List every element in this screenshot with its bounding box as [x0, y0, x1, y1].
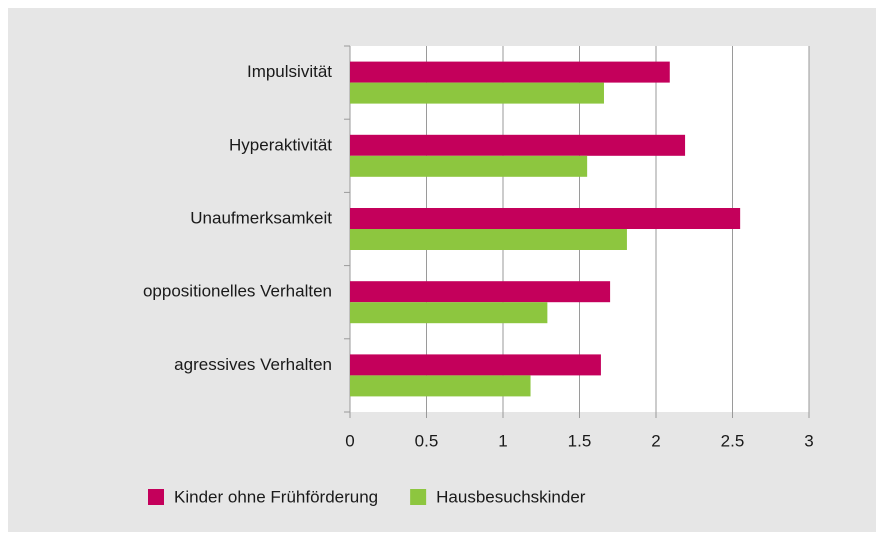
x-tick-label: 3	[804, 431, 813, 450]
bar	[350, 302, 548, 324]
x-tick-label: 1	[498, 431, 507, 450]
legend-swatch	[148, 489, 164, 505]
bar	[350, 82, 604, 104]
y-tick-label: agressives Verhalten	[174, 355, 332, 374]
bar	[350, 229, 627, 250]
legend-label: Hausbesuchskinder	[436, 487, 586, 506]
legend-label: Kinder ohne Frühförderung	[174, 487, 378, 506]
x-tick-label: 0	[345, 431, 354, 450]
bar	[350, 134, 686, 156]
x-tick-label: 2.5	[721, 431, 745, 450]
y-tick-label: Hyperaktivität	[229, 135, 332, 154]
bar	[350, 375, 531, 397]
bar	[350, 281, 611, 303]
y-tick-label: Impulsivität	[247, 62, 332, 81]
x-tick-label: 0.5	[415, 431, 439, 450]
x-tick-label: 1.5	[568, 431, 592, 450]
x-tick-label: 2	[651, 431, 660, 450]
legend-swatch	[410, 489, 427, 505]
bar	[350, 61, 670, 83]
y-tick-label: Unaufmerksamkeit	[190, 208, 332, 227]
bar	[350, 354, 601, 376]
bar	[350, 155, 588, 177]
bar	[350, 208, 741, 229]
y-tick-label: oppositionelles Verhalten	[143, 282, 332, 301]
